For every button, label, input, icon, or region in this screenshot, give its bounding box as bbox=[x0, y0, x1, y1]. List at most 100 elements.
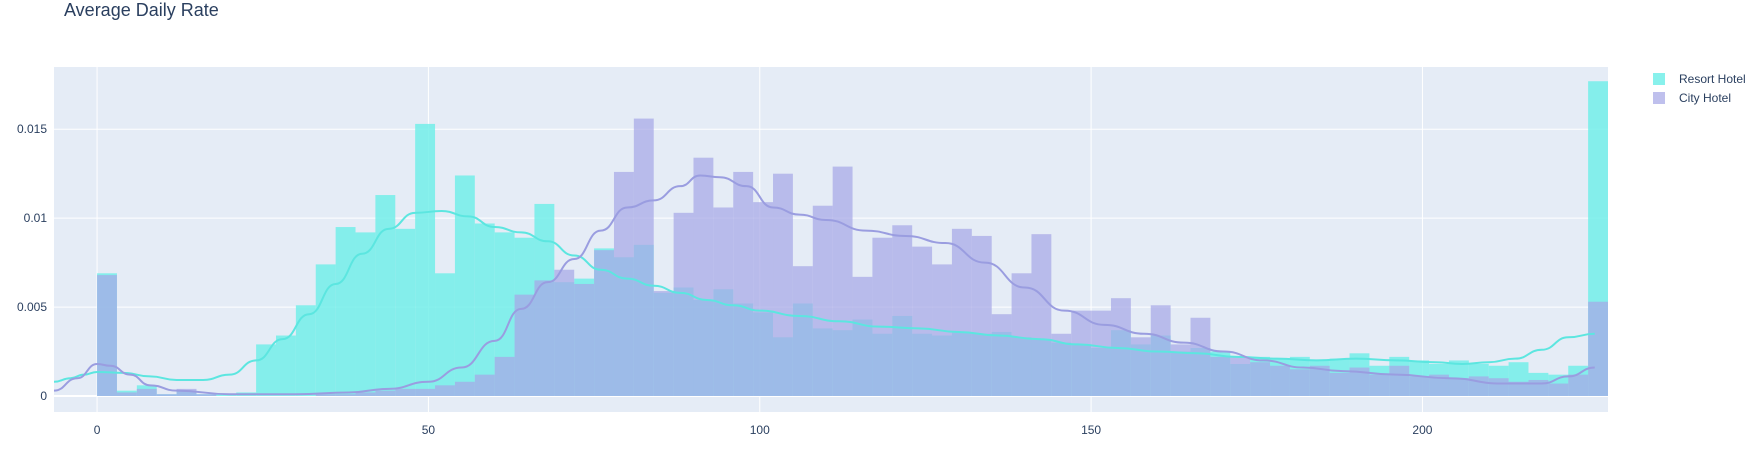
y-tick-label: 0.005 bbox=[17, 300, 47, 314]
histogram-bar[interactable] bbox=[832, 166, 853, 396]
histogram-bar[interactable] bbox=[415, 388, 436, 396]
histogram-bar[interactable] bbox=[1548, 383, 1569, 396]
histogram-bar[interactable] bbox=[156, 394, 177, 396]
histogram-bar[interactable] bbox=[1508, 381, 1529, 396]
histogram-bar[interactable] bbox=[494, 232, 515, 396]
legend-item[interactable]: Resort Hotel bbox=[1653, 72, 1746, 86]
histogram-bar[interactable] bbox=[534, 280, 555, 396]
histogram-bar[interactable] bbox=[494, 356, 515, 396]
histogram-bar[interactable] bbox=[454, 175, 475, 396]
histogram-bar[interactable] bbox=[733, 171, 754, 396]
histogram-bar[interactable] bbox=[594, 250, 614, 396]
x-tick-label: 200 bbox=[1412, 423, 1432, 437]
histogram-bar[interactable] bbox=[256, 344, 276, 396]
density-curves bbox=[53, 174, 1595, 396]
histogram-bar[interactable] bbox=[1369, 374, 1390, 396]
histogram-bar[interactable] bbox=[1429, 374, 1449, 396]
histogram-bar[interactable] bbox=[435, 273, 455, 396]
histogram-bar[interactable] bbox=[773, 173, 793, 396]
histogram-bar[interactable] bbox=[315, 264, 336, 396]
histogram-bar[interactable] bbox=[295, 305, 316, 396]
histogram-bar[interactable] bbox=[1448, 378, 1469, 396]
histogram-bar[interactable] bbox=[1210, 356, 1231, 396]
histogram-bar[interactable] bbox=[97, 275, 117, 396]
histogram-bar[interactable] bbox=[1488, 378, 1509, 396]
histogram-bar[interactable] bbox=[1409, 376, 1430, 396]
legend[interactable]: Resort Hotel City Hotel bbox=[1653, 72, 1746, 105]
histogram-bar[interactable] bbox=[1230, 356, 1251, 396]
histogram-bar[interactable] bbox=[1190, 317, 1211, 396]
histogram-bar[interactable] bbox=[136, 388, 157, 396]
y-tick-label: 0 bbox=[40, 389, 47, 403]
density-curve bbox=[53, 174, 1595, 396]
histogram-bar[interactable] bbox=[395, 228, 416, 396]
histogram-bar[interactable] bbox=[395, 388, 416, 396]
histogram-bar[interactable] bbox=[454, 381, 475, 396]
histogram-bar[interactable] bbox=[375, 195, 396, 396]
histogram-bar[interactable] bbox=[1389, 365, 1410, 396]
histogram-bar[interactable] bbox=[335, 394, 356, 396]
histogram-bar[interactable] bbox=[1289, 369, 1310, 396]
histogram-bar[interactable] bbox=[693, 157, 714, 396]
histogram-bar[interactable] bbox=[1071, 310, 1092, 396]
legend-item[interactable]: City Hotel bbox=[1653, 91, 1731, 105]
histogram-bar[interactable] bbox=[554, 269, 575, 396]
histogram-bar[interactable] bbox=[812, 205, 833, 396]
y-tick-label: 0.01 bbox=[24, 211, 48, 225]
histogram-bar[interactable] bbox=[315, 394, 336, 396]
histogram-bar[interactable] bbox=[1250, 362, 1271, 396]
histogram-bar[interactable] bbox=[574, 283, 595, 396]
histogram-bar[interactable] bbox=[335, 227, 356, 396]
histogram-bar[interactable] bbox=[713, 207, 734, 396]
histogram-bar[interactable] bbox=[633, 118, 654, 396]
histogram-bar[interactable] bbox=[792, 266, 813, 396]
histogram-bar[interactable] bbox=[196, 394, 217, 396]
histogram-bar[interactable] bbox=[892, 225, 913, 396]
legend-label: City Hotel bbox=[1679, 91, 1731, 105]
x-tick-label: 0 bbox=[94, 423, 101, 437]
histogram-bar[interactable] bbox=[971, 235, 992, 396]
legend-swatch bbox=[1653, 92, 1665, 104]
histogram-bar[interactable] bbox=[1031, 234, 1052, 396]
histogram-bar[interactable] bbox=[1130, 337, 1151, 396]
histogram-bar[interactable] bbox=[872, 237, 893, 396]
histogram-bar[interactable] bbox=[653, 291, 674, 396]
histogram-bar[interactable] bbox=[276, 335, 296, 396]
histogram-bar[interactable] bbox=[991, 314, 1012, 396]
histogram-bar[interactable] bbox=[474, 374, 495, 396]
histogram-bar[interactable] bbox=[1568, 374, 1589, 396]
y-tick-label: 0.015 bbox=[17, 122, 47, 136]
histogram-bar[interactable] bbox=[1349, 367, 1370, 396]
histogram-bar[interactable] bbox=[1091, 310, 1111, 396]
histogram-bar[interactable] bbox=[852, 276, 873, 396]
histogram-bar[interactable] bbox=[1170, 344, 1191, 396]
x-tick-label: 100 bbox=[750, 423, 770, 437]
histogram-bar[interactable] bbox=[753, 202, 774, 396]
histogram-bar[interactable] bbox=[1309, 365, 1330, 396]
histogram-bar[interactable] bbox=[673, 212, 694, 396]
histogram-bar[interactable] bbox=[355, 392, 376, 396]
histogram-bar[interactable] bbox=[1011, 273, 1032, 396]
histogram-bar[interactable] bbox=[1329, 372, 1350, 396]
histogram-bar[interactable] bbox=[1270, 365, 1290, 396]
histogram-bar[interactable] bbox=[514, 294, 535, 396]
x-tick-label: 150 bbox=[1081, 423, 1101, 437]
histogram-bar[interactable] bbox=[1588, 301, 1608, 396]
density-curve bbox=[53, 210, 1595, 383]
histogram-bar[interactable] bbox=[375, 390, 396, 396]
histogram-bar[interactable] bbox=[355, 232, 376, 396]
histogram-bar[interactable] bbox=[435, 385, 455, 396]
histogram-bar[interactable] bbox=[176, 388, 197, 396]
histogram-bar[interactable] bbox=[474, 223, 495, 396]
histogram-bar[interactable] bbox=[951, 228, 972, 396]
axes: 0 0.005 0.01 0.015 0 50 100 150 200 bbox=[17, 122, 1433, 437]
histogram-bar[interactable] bbox=[912, 246, 933, 396]
histogram-bar[interactable] bbox=[116, 392, 137, 396]
histogram-bar[interactable] bbox=[415, 123, 436, 396]
histogram-bar[interactable] bbox=[613, 171, 634, 396]
histogram-bar[interactable] bbox=[1051, 333, 1072, 396]
legend-swatch bbox=[1653, 73, 1665, 85]
chart-title: Average Daily Rate bbox=[64, 0, 219, 20]
histogram-bars bbox=[97, 81, 1608, 396]
